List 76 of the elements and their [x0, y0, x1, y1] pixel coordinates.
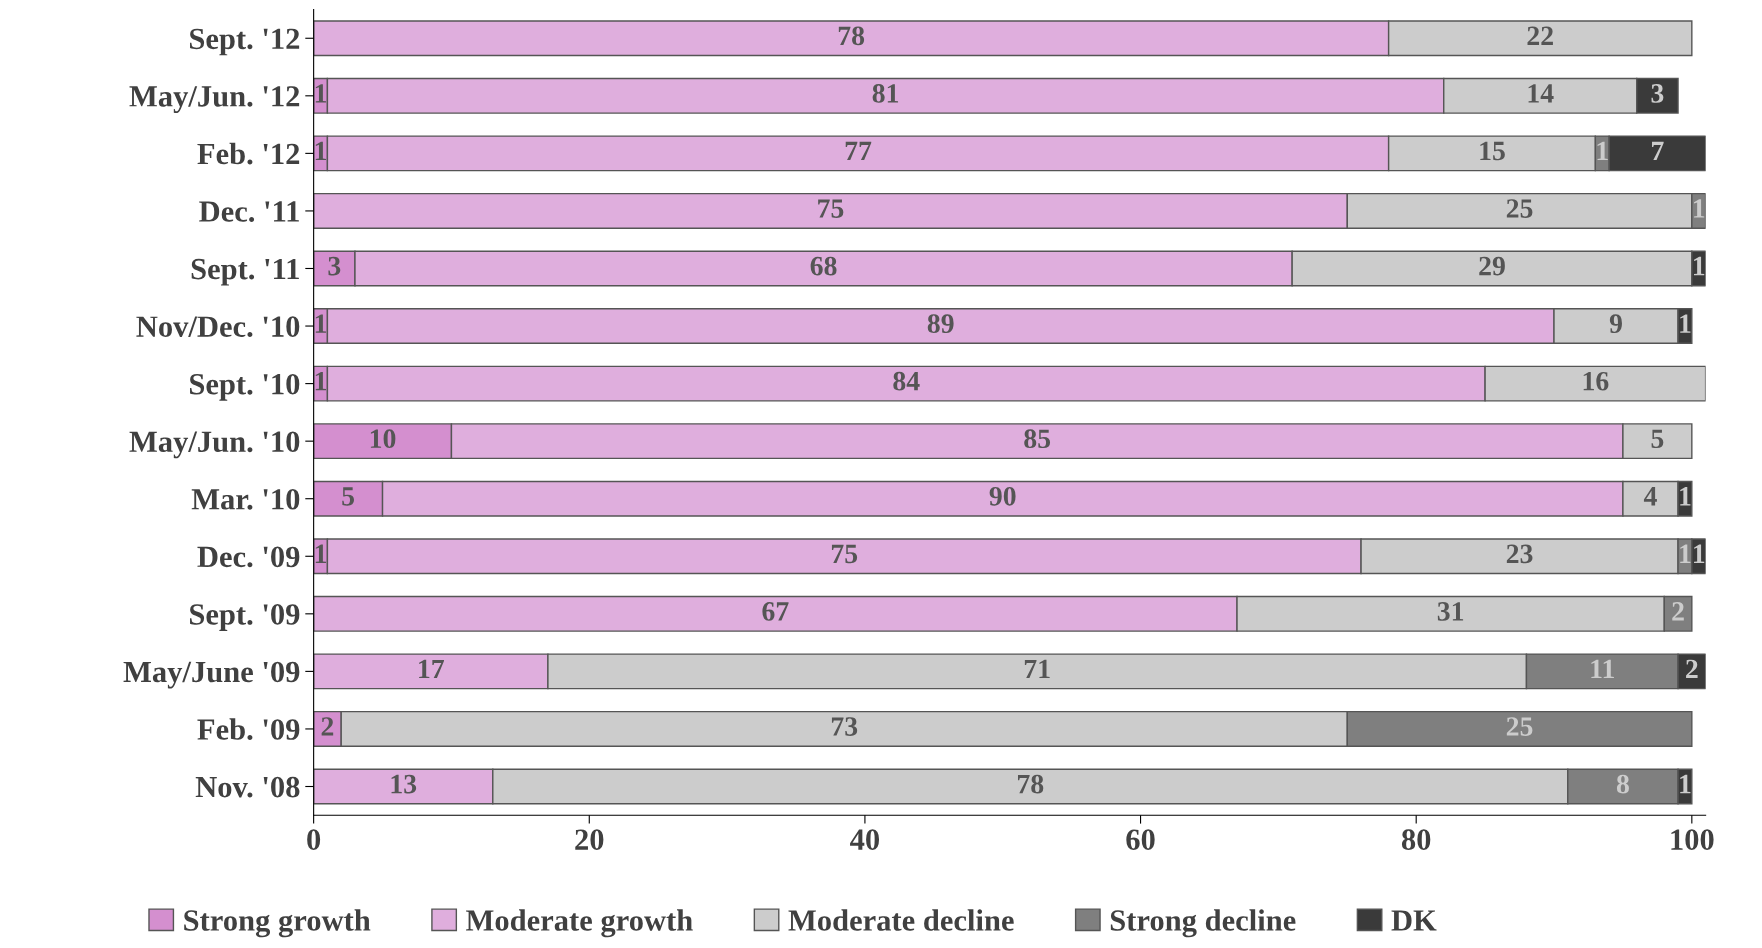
y-tick-label: Feb. '12 — [197, 142, 300, 165]
data-label: 1 — [315, 314, 327, 333]
legend-label: DK — [1391, 910, 1437, 931]
data-label: 84 — [893, 371, 920, 391]
data-label: 29 — [1479, 256, 1505, 276]
data-label: 1 — [315, 141, 327, 161]
y-tick-label: Nov/Dec. '10 — [136, 316, 300, 338]
data-label: 11 — [1591, 659, 1614, 679]
data-label: 1 — [1680, 774, 1691, 794]
y-tick-label: Sept. '09 — [190, 604, 300, 631]
data-label: 75 — [831, 544, 858, 564]
y-tick-label: Sept. '11 — [191, 258, 299, 286]
data-label: 31 — [1437, 602, 1464, 621]
y-tick-label: Feb. '09 — [197, 718, 300, 740]
data-label: 3 — [328, 256, 341, 276]
data-label: 3 — [1651, 84, 1664, 103]
data-label: 1 — [1680, 544, 1691, 563]
data-label: 10 — [370, 429, 396, 449]
data-label: 9 — [1609, 314, 1622, 333]
data-label: 15 — [1480, 141, 1505, 161]
legend-label: Strong decline — [1110, 909, 1296, 938]
data-label: 4 — [1643, 487, 1657, 506]
y-tick-label: Dec. '11 — [199, 201, 299, 222]
data-label: 14 — [1528, 84, 1554, 103]
data-label: 25 — [1506, 717, 1533, 736]
data-label: 78 — [1018, 774, 1044, 794]
data-label: 16 — [1583, 371, 1609, 391]
data-label: 90 — [989, 486, 1016, 506]
y-tick-label: Nov. '08 — [195, 776, 300, 798]
legend-label: Moderate decline — [788, 909, 1014, 931]
data-label: 2 — [1686, 659, 1698, 679]
x-tick-label: 100 — [1671, 829, 1714, 850]
data-label: 78 — [838, 26, 865, 46]
y-tick-label: Sept. '10 — [190, 373, 300, 401]
x-tick-label: 40 — [850, 829, 880, 850]
y-tick-label: Mar. '10 — [191, 489, 300, 510]
data-label: 2 — [1672, 602, 1684, 621]
data-label: 25 — [1506, 199, 1533, 218]
data-label: 1 — [1694, 199, 1705, 218]
data-label: 23 — [1506, 544, 1533, 564]
data-label: 68 — [810, 256, 837, 276]
data-label: 1 — [1694, 544, 1705, 563]
data-label: 77 — [845, 141, 872, 161]
data-label: 1 — [315, 84, 327, 103]
x-tick-label: 60 — [1126, 829, 1155, 850]
data-label: 1 — [1597, 141, 1608, 161]
x-tick-label: 0 — [307, 829, 321, 850]
data-label: 1 — [1680, 487, 1691, 506]
data-label: 13 — [391, 774, 417, 794]
data-label: 75 — [818, 199, 844, 218]
data-label: 67 — [762, 602, 789, 621]
y-tick-label: Dec. '09 — [197, 546, 300, 568]
data-label: 5 — [1651, 429, 1664, 449]
data-label: 89 — [927, 314, 954, 333]
data-label: 1 — [1680, 314, 1691, 333]
data-label: 85 — [1024, 429, 1051, 449]
y-tick-label: May/Jun. '10 — [129, 431, 300, 459]
data-label: 1 — [315, 371, 327, 391]
data-label: 81 — [872, 84, 899, 103]
data-label: 17 — [419, 659, 444, 679]
y-tick-label: May/Jun. '12 — [129, 86, 300, 113]
data-label: 71 — [1024, 659, 1050, 679]
x-tick-label: 20 — [575, 829, 604, 850]
data-label: 1 — [1694, 256, 1705, 276]
data-label: 8 — [1616, 774, 1629, 794]
data-label: 2 — [321, 717, 334, 736]
legend-label: Strong growth — [184, 909, 371, 938]
data-label: 73 — [831, 717, 858, 736]
data-label: 5 — [342, 487, 355, 506]
y-tick-label: Sept. '12 — [190, 28, 300, 56]
data-label: 1 — [315, 544, 327, 563]
legend-label: Moderate growth — [466, 909, 693, 938]
data-label: 7 — [1652, 141, 1664, 161]
x-tick-label: 80 — [1401, 829, 1431, 850]
data-label: 22 — [1527, 26, 1553, 45]
y-tick-label: May/June '09 — [123, 661, 300, 689]
